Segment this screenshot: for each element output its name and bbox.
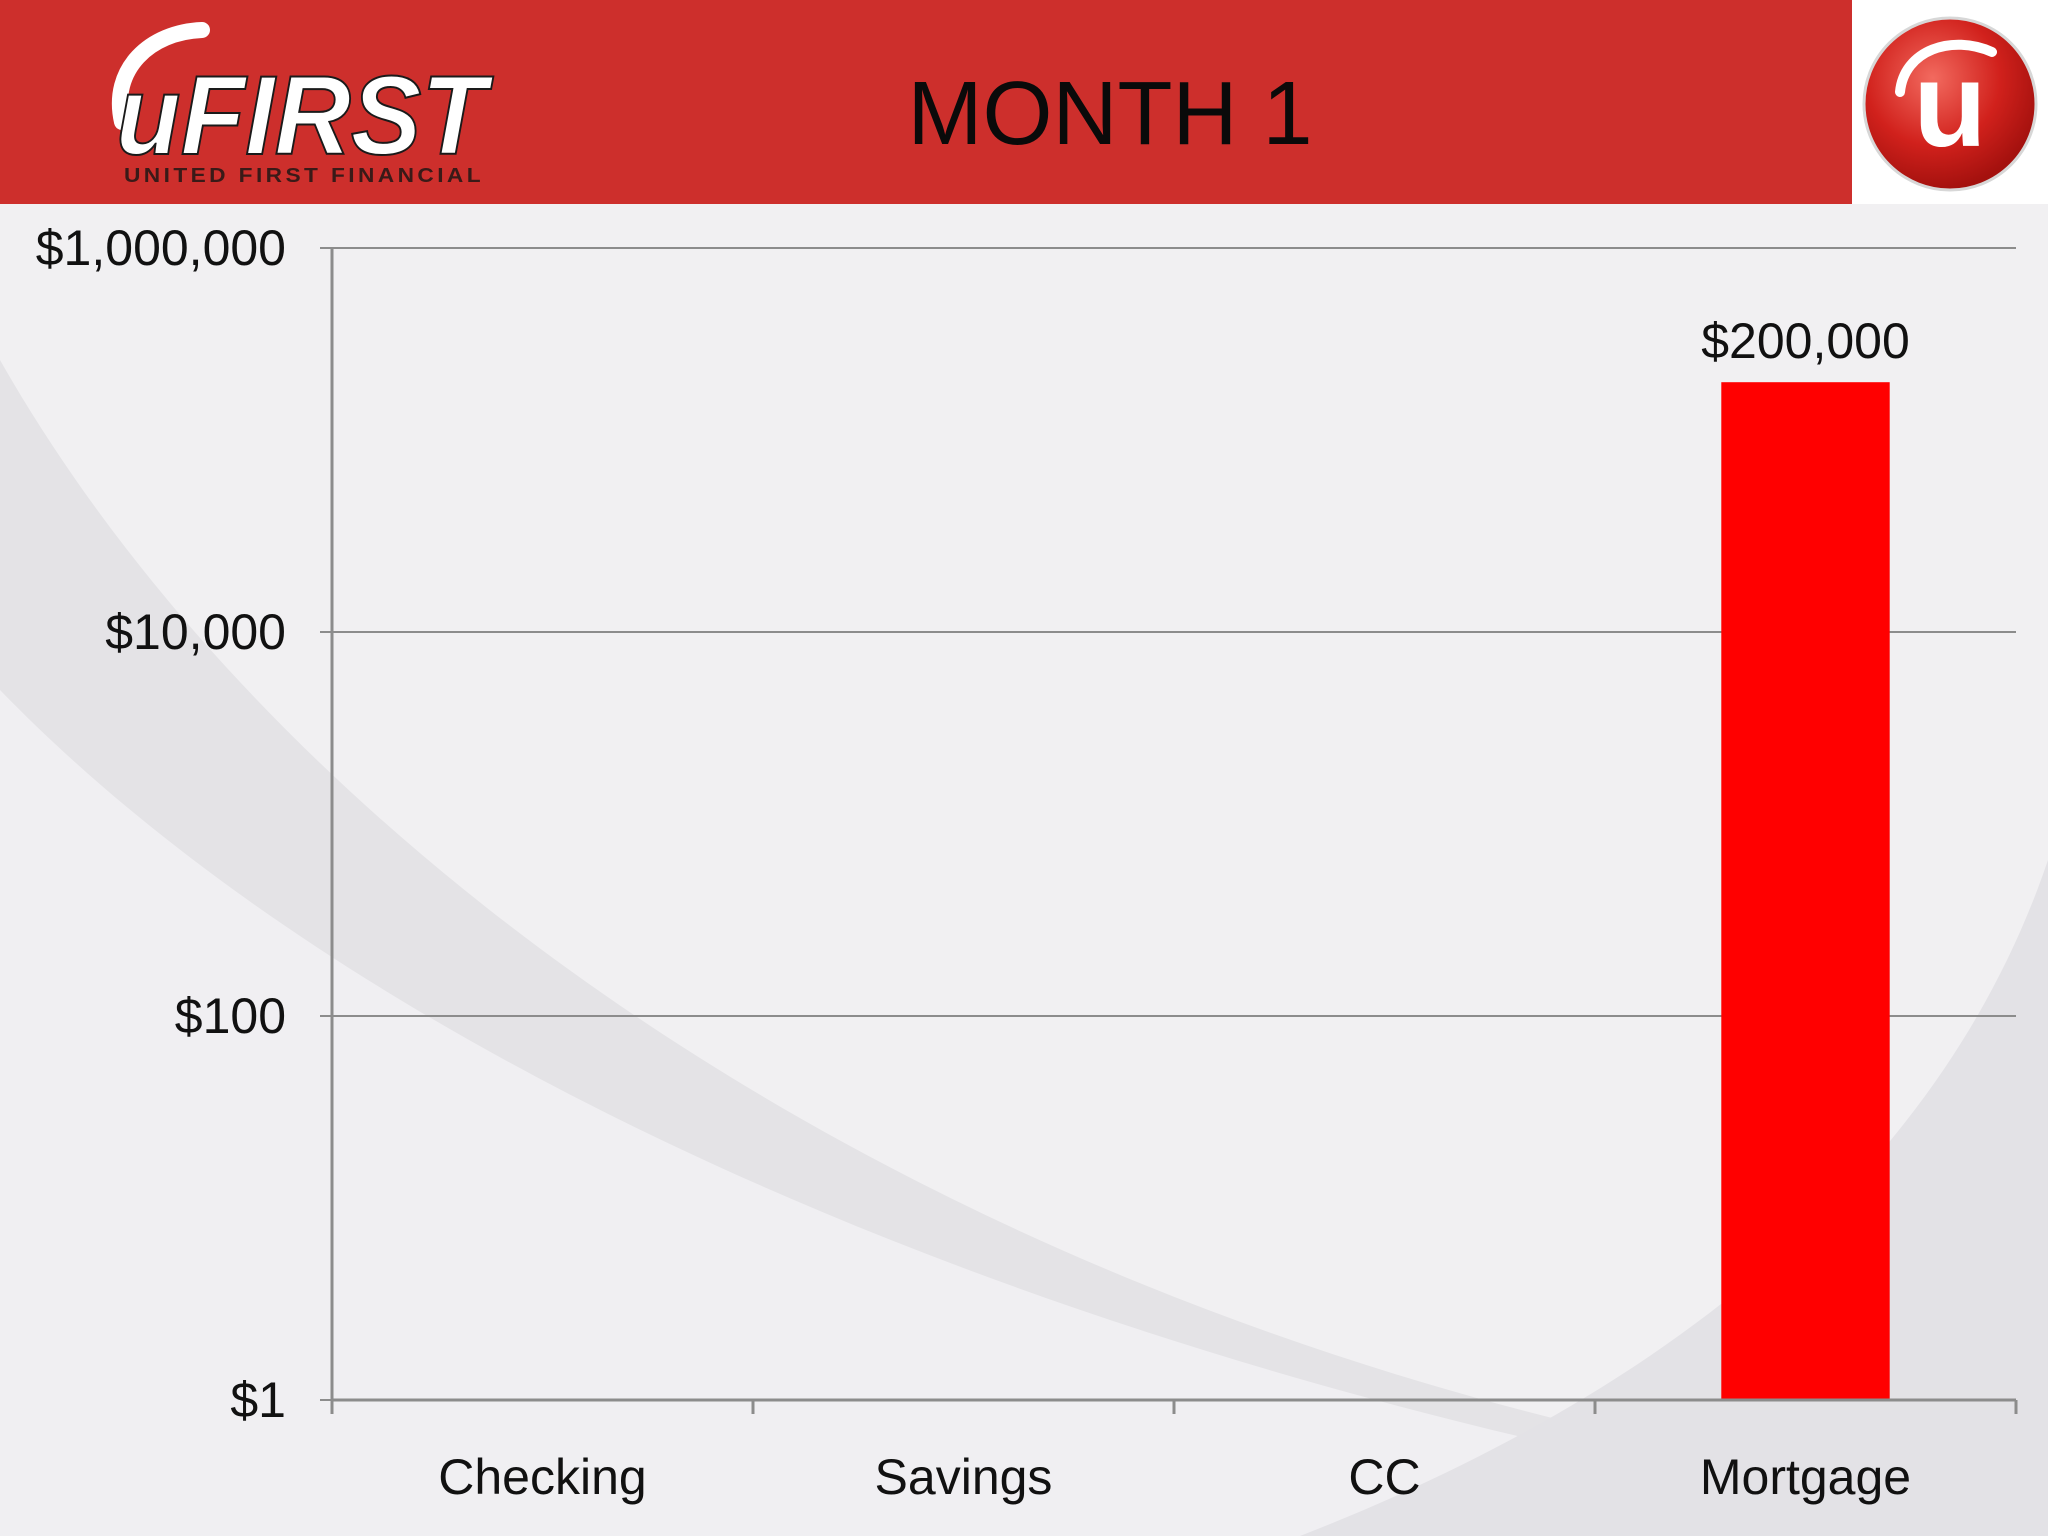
x-category-label: Mortgage <box>1700 1449 1911 1505</box>
y-tick-label: $1,000,000 <box>36 220 286 276</box>
x-category-label: Checking <box>438 1449 646 1505</box>
bar-data-label: $200,000 <box>1701 313 1910 369</box>
page-title: MONTH 1 <box>907 64 1313 164</box>
header-bar: uFIRST UNITED FIRST FINANCIAL <box>0 0 1852 204</box>
logo-badge-container: u <box>1852 0 2048 204</box>
u-badge-icon: u <box>1862 16 2038 192</box>
x-category-label: CC <box>1348 1449 1420 1505</box>
y-tick-label: $1 <box>230 1372 286 1428</box>
bar-mortgage <box>1721 382 1890 1400</box>
x-category-label: Savings <box>875 1449 1053 1505</box>
y-tick-label: $10,000 <box>105 604 286 660</box>
ufirst-logo: uFIRST UNITED FIRST FINANCIAL <box>112 22 495 187</box>
badge-letter: u <box>1913 38 1986 172</box>
y-tick-label: $100 <box>175 988 286 1044</box>
logo-text: uFIRST <box>116 53 494 178</box>
logo-subtext: UNITED FIRST FINANCIAL <box>124 165 484 187</box>
